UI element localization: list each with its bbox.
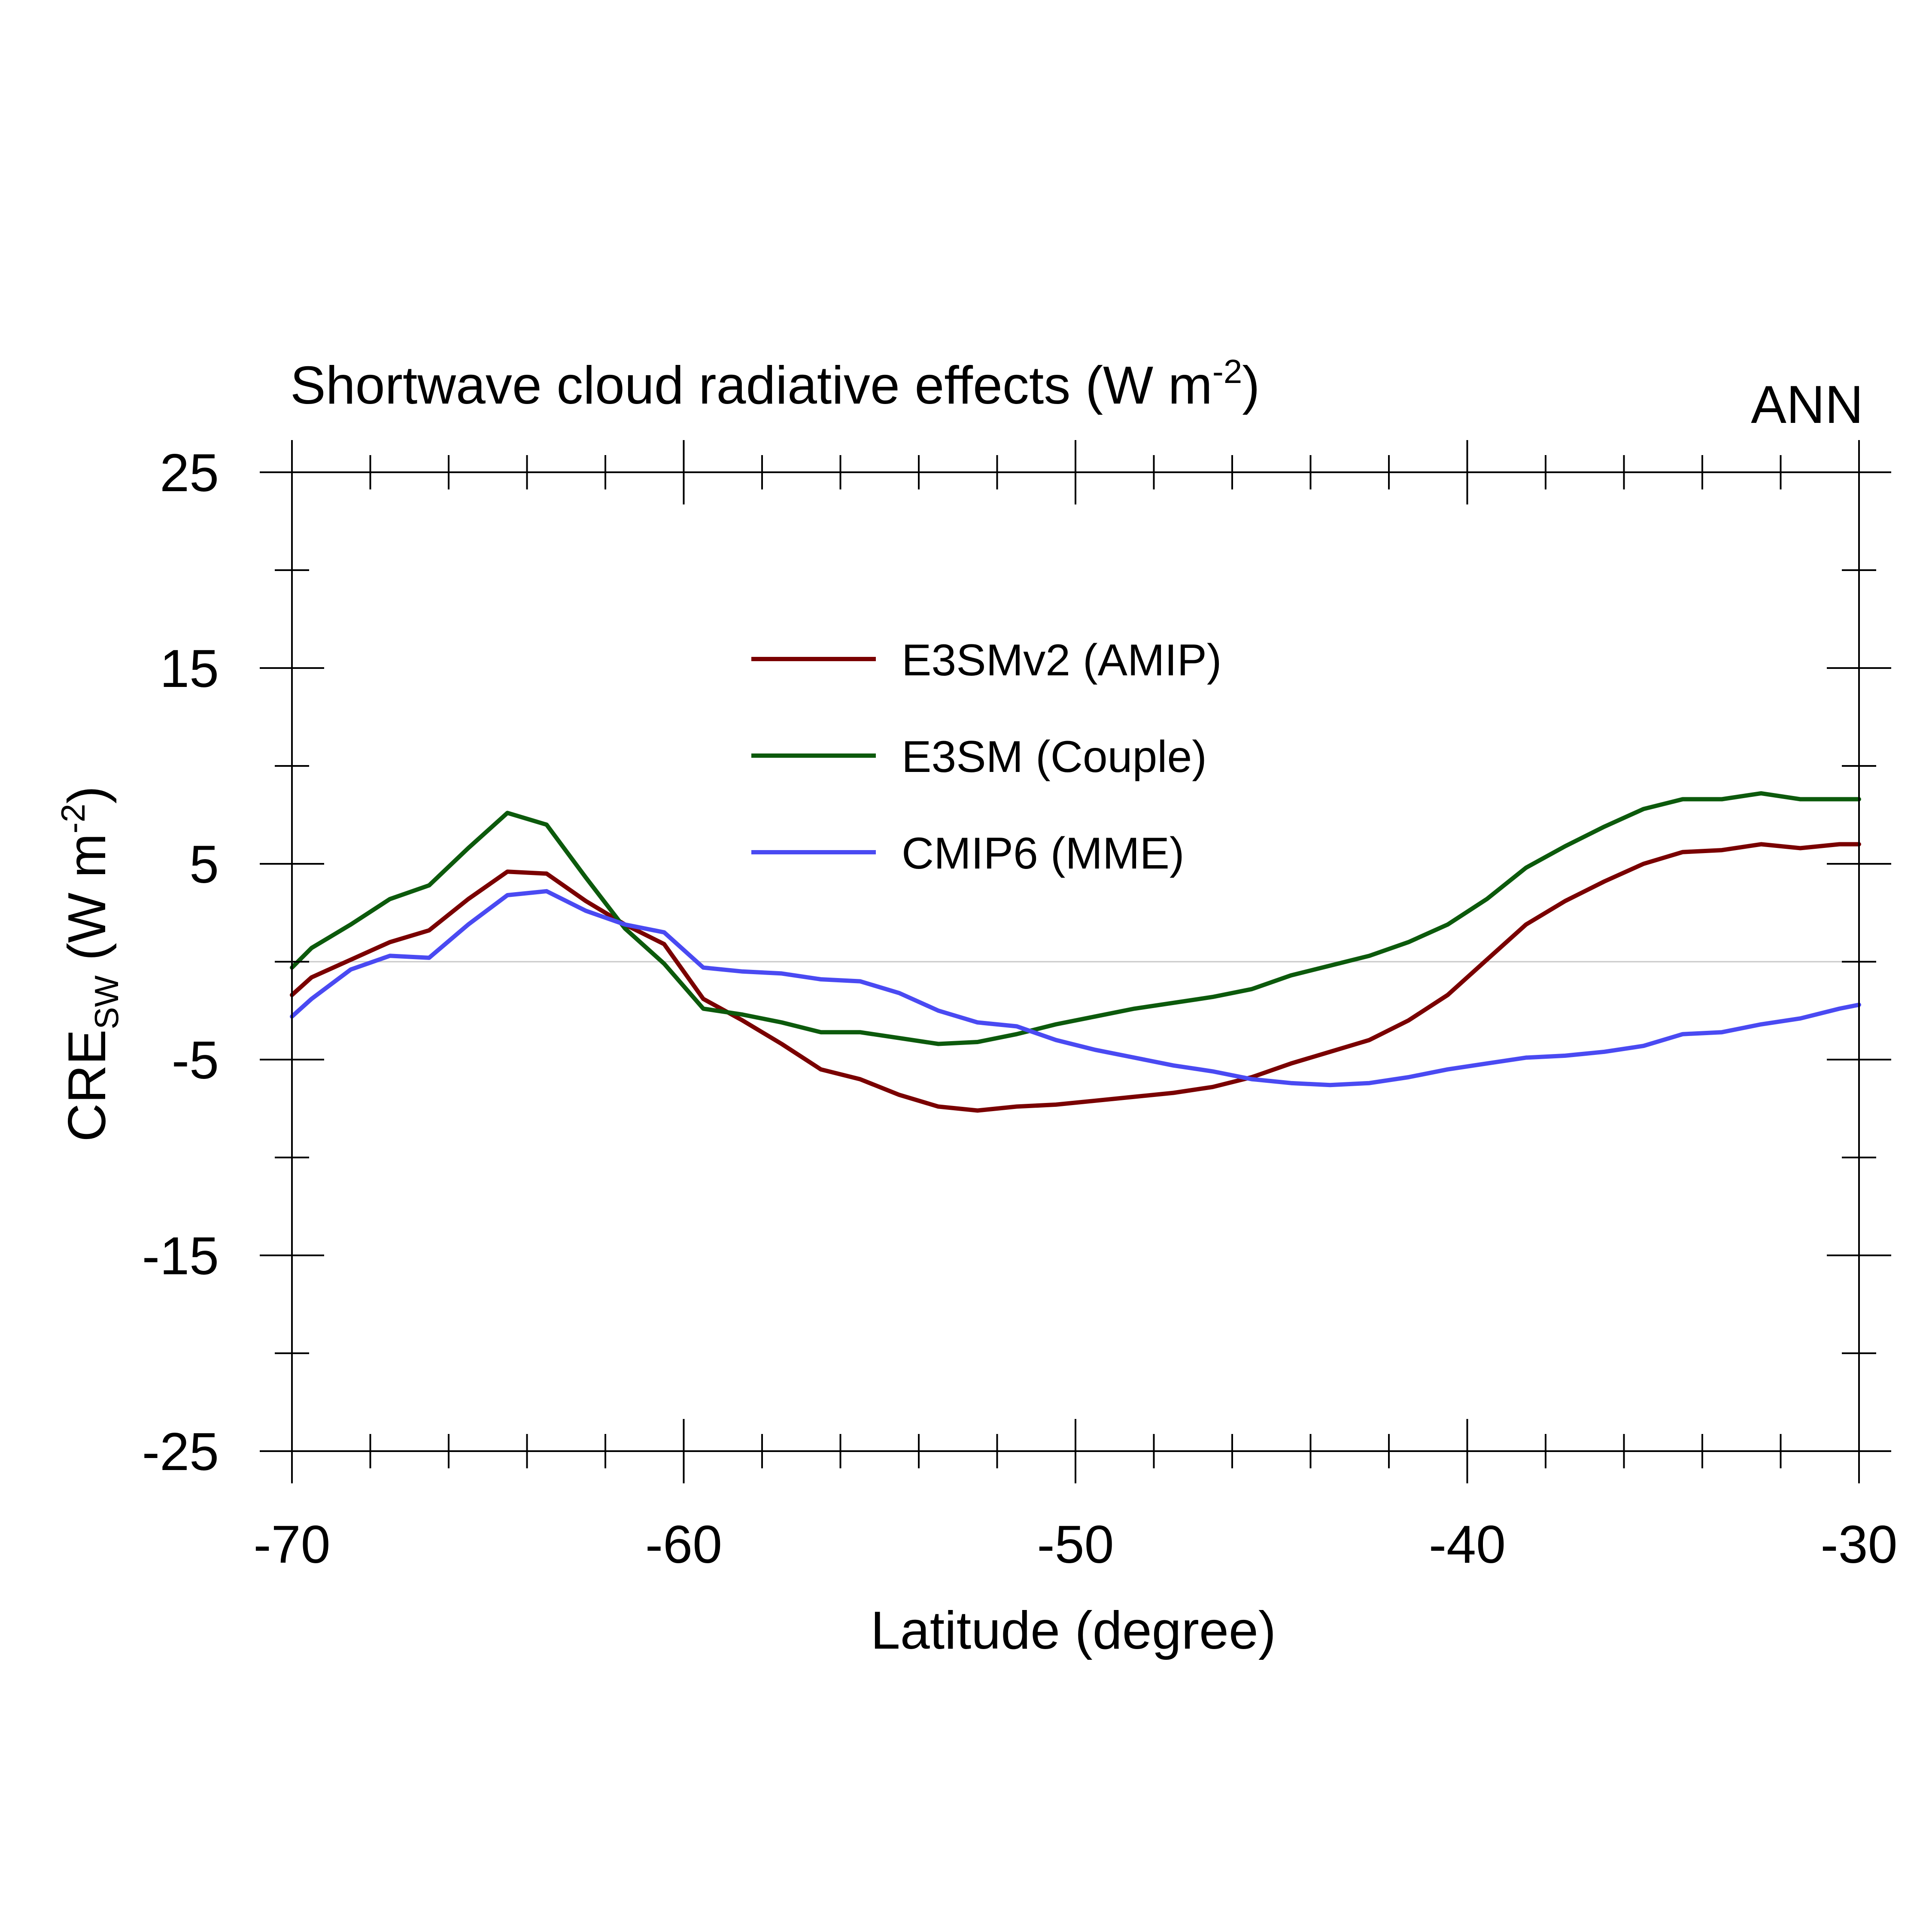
y-tick-label: -15 bbox=[142, 1227, 219, 1286]
chart-title: Shortwave cloud radiative effects (W m-2… bbox=[290, 352, 1260, 415]
y-tick-label: 15 bbox=[160, 639, 219, 699]
series-group bbox=[290, 791, 1861, 1113]
y-axis-label-close: ) bbox=[58, 786, 117, 804]
series-line-1 bbox=[290, 842, 1861, 1113]
y-tick-label: -25 bbox=[142, 1422, 219, 1482]
series-line-3 bbox=[290, 889, 1861, 1088]
y-axis-label-subscript: SW bbox=[88, 975, 125, 1029]
x-tick-label: -30 bbox=[1820, 1515, 1897, 1574]
legend-label-3: CMIP6 (MME) bbox=[902, 829, 1185, 878]
season-label: ANN bbox=[1751, 375, 1863, 434]
y-axis-label-units: (W m bbox=[58, 833, 117, 975]
x-tick-label: -60 bbox=[645, 1515, 722, 1574]
chart-title-close: ) bbox=[1242, 356, 1260, 415]
chart-title-superscript: -2 bbox=[1212, 352, 1242, 390]
x-tick-label: -40 bbox=[1429, 1515, 1506, 1574]
legend-label-1: E3SMv2 (AMIP) bbox=[902, 635, 1221, 685]
y-tick-label: 25 bbox=[160, 444, 219, 503]
plot-frame bbox=[291, 471, 1860, 1452]
legend: E3SMv2 (AMIP) E3SM (Couple) CMIP6 (MME) bbox=[751, 635, 1221, 878]
legend-label-2: E3SM (Couple) bbox=[902, 732, 1207, 782]
series-line-2 bbox=[290, 791, 1861, 1046]
y-tick-label: -5 bbox=[172, 1031, 219, 1090]
y-axis-label-superscript: -2 bbox=[54, 804, 92, 833]
x-tick-label: -70 bbox=[253, 1515, 330, 1574]
x-tick-label: -50 bbox=[1037, 1515, 1114, 1574]
tick-labels-group: -70 -60 -50 -40 -30 25 15 5 -5 -15 -25 bbox=[142, 444, 1898, 1574]
y-tick-label: 5 bbox=[189, 835, 219, 894]
y-axis-label: CRESW (W m-2) bbox=[54, 786, 125, 1142]
x-axis-label: Latitude (degree) bbox=[871, 1601, 1276, 1660]
